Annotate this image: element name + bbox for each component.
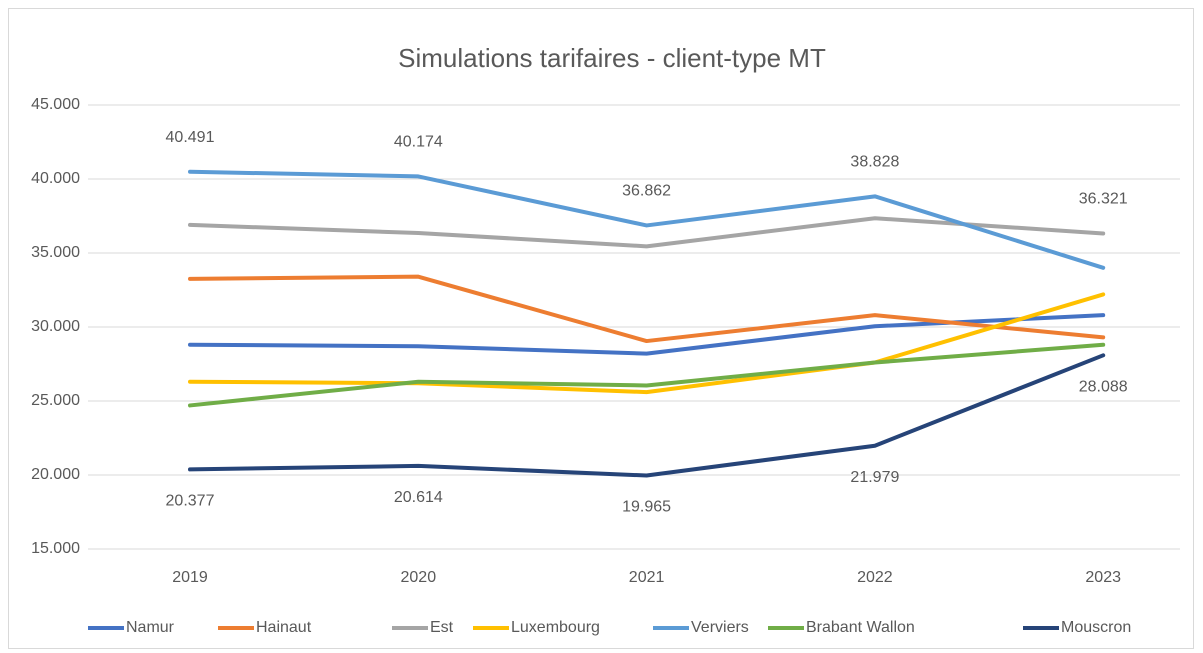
- data-label: 19.965: [622, 499, 671, 516]
- data-label: 28.088: [1079, 379, 1128, 396]
- y-tick-label: 45.000: [31, 96, 80, 113]
- y-tick-label: 25.000: [31, 392, 80, 409]
- data-label: 40.491: [166, 129, 215, 146]
- x-tick-label: 2023: [1085, 569, 1121, 586]
- series-line: [188, 274, 1106, 344]
- x-tick-label: 2021: [629, 569, 665, 586]
- data-label: 36.321: [1079, 191, 1128, 208]
- data-label: 20.614: [394, 489, 443, 506]
- data-label: 20.377: [166, 493, 215, 510]
- series-line: [188, 353, 1106, 478]
- series-line: [188, 342, 1106, 408]
- data-label: 21.979: [850, 469, 899, 486]
- y-tick-label: 35.000: [31, 244, 80, 261]
- y-tick-label: 40.000: [31, 170, 80, 187]
- x-tick-label: 2022: [857, 569, 893, 586]
- series-line: [188, 169, 1106, 270]
- y-tick-label: 30.000: [31, 318, 80, 335]
- legend-label: Namur: [126, 619, 175, 636]
- series-line: [188, 292, 1106, 395]
- legend-label: Est: [430, 619, 454, 636]
- legend-label: Brabant Wallon: [806, 619, 915, 636]
- data-label: 40.174: [394, 134, 443, 151]
- series-line: [188, 216, 1106, 249]
- legend-label: Luxembourg: [511, 619, 600, 636]
- legend-label: Mouscron: [1061, 619, 1131, 636]
- data-label: 36.862: [622, 183, 671, 200]
- x-tick-label: 2020: [401, 569, 437, 586]
- legend-label: Verviers: [691, 619, 749, 636]
- y-tick-label: 15.000: [31, 540, 80, 557]
- data-label: 38.828: [850, 154, 899, 171]
- x-tick-label: 2019: [172, 569, 208, 586]
- legend-label: Hainaut: [256, 619, 312, 636]
- y-tick-label: 20.000: [31, 466, 80, 483]
- chart-title: Simulations tarifaires - client-type MT: [398, 43, 826, 73]
